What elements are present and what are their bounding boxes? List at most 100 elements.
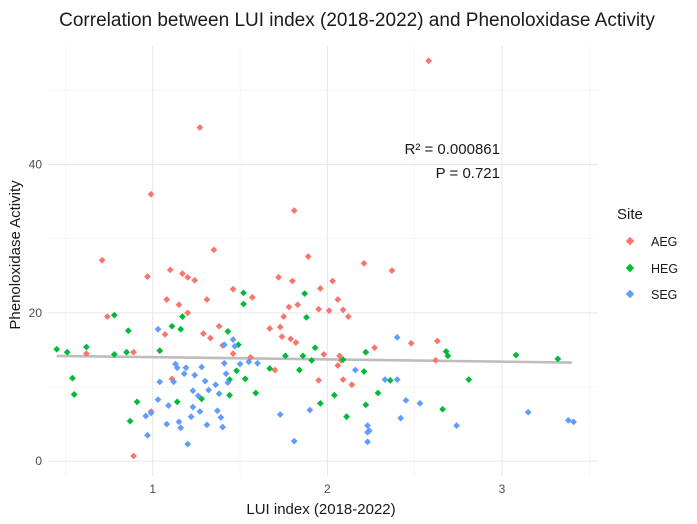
data-point-aeg (292, 339, 300, 346)
data-point-seg (212, 381, 220, 389)
data-point-heg (282, 352, 289, 360)
x-tick-label: 1 (149, 482, 156, 496)
data-point-aeg (103, 313, 111, 321)
annotation-p-value: P = 0.721 (436, 165, 500, 182)
data-point-aeg (325, 307, 333, 315)
data-point-heg (439, 405, 447, 413)
data-point-aeg (229, 285, 237, 293)
data-point-seg (524, 408, 532, 416)
data-point-aeg (276, 323, 284, 331)
data-point-heg (198, 395, 206, 403)
legend-label-heg: HEG (651, 262, 678, 276)
data-point-aeg (229, 350, 237, 358)
data-point-aeg (280, 313, 288, 321)
data-point-heg (241, 375, 249, 383)
data-point-heg (173, 398, 181, 406)
data-point-seg (402, 396, 410, 404)
data-point-aeg (371, 344, 378, 352)
data-point-heg (362, 401, 370, 409)
data-point-aeg (290, 207, 298, 214)
data-point-aeg (203, 296, 211, 303)
legend-key-heg (625, 263, 635, 273)
annotation-r-squared: R² = 0.000861 (405, 141, 501, 158)
data-point-seg (215, 390, 223, 398)
data-point-heg (63, 348, 71, 356)
data-point-heg (156, 347, 164, 355)
data-point-heg (554, 355, 562, 363)
data-point-seg (187, 413, 195, 421)
legend-item-heg: HEG (625, 262, 678, 276)
data-point-seg (220, 359, 228, 367)
data-point-seg (154, 396, 162, 404)
data-point-seg (290, 437, 298, 445)
data-point-aeg (130, 452, 137, 460)
y-tick-label: 0 (35, 454, 42, 468)
data-point-heg (179, 313, 186, 321)
data-point-heg (330, 391, 338, 399)
data-point-aeg (278, 333, 286, 341)
data-point-heg (316, 399, 324, 407)
legend-label-aeg: AEG (651, 235, 677, 249)
data-point-heg (386, 376, 394, 384)
data-point-aeg (175, 301, 183, 309)
y-axis-title: Phenoloxidase Activity (7, 180, 24, 330)
data-point-aeg (304, 253, 312, 260)
data-point-aeg (334, 296, 342, 303)
data-point-aeg (334, 362, 342, 369)
data-point-aeg (432, 356, 440, 364)
data-point-seg (203, 421, 211, 429)
data-point-seg (306, 406, 314, 414)
data-point-aeg (266, 325, 274, 332)
data-point-heg (374, 389, 382, 397)
data-point-aeg (215, 322, 223, 330)
data-point-seg (191, 371, 199, 379)
trend-line (56, 354, 572, 364)
data-point-aeg (360, 259, 368, 267)
data-point-aeg (248, 293, 256, 301)
chart-title: Correlation between LUI index (2018-2022… (59, 10, 655, 31)
data-point-aeg (433, 337, 441, 345)
data-point-seg (175, 418, 183, 426)
data-point-heg (83, 343, 90, 351)
data-point-aeg (98, 256, 106, 264)
data-point-aeg (339, 376, 347, 384)
data-point-seg (156, 378, 164, 386)
y-tick-label: 20 (29, 306, 43, 320)
data-point-seg (201, 377, 209, 385)
data-point-seg (142, 412, 150, 420)
data-point-seg (570, 418, 577, 426)
data-point-aeg (285, 303, 293, 311)
data-point-heg (240, 289, 247, 297)
data-point-aeg (320, 351, 328, 358)
data-point-seg (198, 363, 206, 371)
data-point-aeg (388, 267, 396, 275)
data-point-seg (177, 424, 185, 432)
data-point-heg (296, 366, 303, 374)
data-point-heg (299, 352, 307, 360)
series-aeg (83, 57, 441, 460)
data-point-aeg (294, 301, 302, 309)
data-point-heg (360, 368, 368, 375)
data-point-seg (231, 342, 239, 350)
data-point-aeg (348, 381, 356, 389)
series-heg (53, 289, 562, 425)
data-point-heg (124, 327, 132, 335)
data-point-aeg (339, 306, 347, 314)
data-point-heg (123, 348, 130, 356)
data-point-seg (182, 364, 190, 372)
data-point-heg (303, 313, 310, 321)
data-point-seg (564, 416, 572, 424)
data-point-heg (301, 290, 309, 298)
data-point-heg (110, 311, 118, 319)
data-point-aeg (275, 273, 282, 281)
data-point-seg (217, 414, 225, 421)
data-point-seg (165, 402, 172, 409)
data-point-aeg (407, 339, 415, 347)
legend-title: Site (617, 206, 643, 223)
data-point-seg (364, 422, 371, 429)
data-point-aeg (83, 350, 90, 358)
data-point-seg (453, 422, 460, 429)
x-tick-label: 3 (499, 482, 506, 496)
